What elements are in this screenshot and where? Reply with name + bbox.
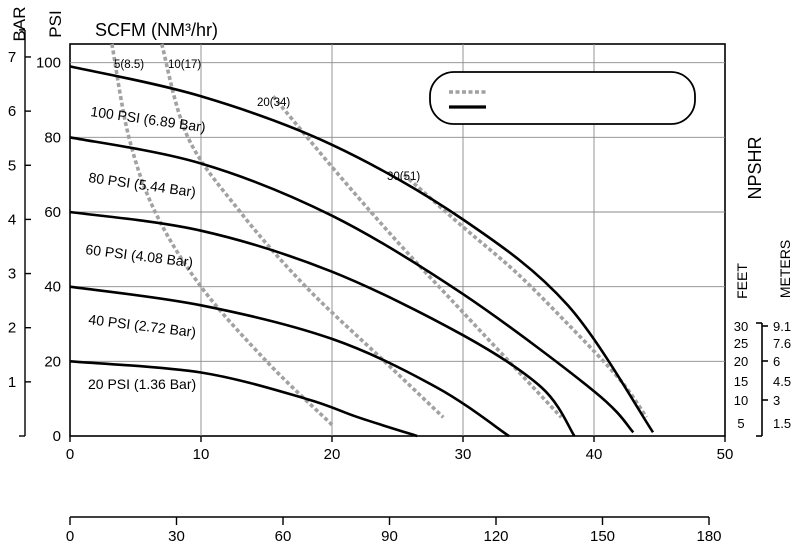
psi-tick-label: 80 (44, 129, 61, 146)
meter-tick-label: 1.5 (773, 416, 791, 431)
psi-tick-label: 0 (53, 428, 61, 445)
secondary-x-tick-label: 120 (483, 528, 508, 545)
x-tick-label: 20 (324, 446, 341, 463)
bar-tick-label: 7 (8, 49, 16, 66)
feet-tick-label: 5 (737, 416, 744, 431)
air-consumption-label: 30(51) (387, 171, 420, 183)
pressure-curve-label: 40 PSI (2.72 Bar) (88, 311, 197, 340)
psi-tick-label: 20 (44, 353, 61, 370)
feet-tick-label: 30 (734, 319, 748, 334)
x-tick-label: 0 (66, 446, 74, 463)
secondary-x-axis: 0 30 60 90 120 150 180 (66, 516, 722, 545)
bar-tick-label: 1 (8, 374, 16, 391)
pressure-curve (69, 360, 418, 438)
legend-box (429, 71, 696, 125)
meter-tick-label: 3 (773, 393, 780, 408)
bar-tick-label: 4 (8, 211, 16, 228)
pressure-curve (69, 210, 576, 437)
bar-axis-label: BAR (10, 7, 29, 42)
feet-tick-label: 25 (734, 336, 748, 351)
bar-tick-label: 2 (8, 320, 16, 337)
air-consumption-label: 20(34) (257, 97, 290, 109)
bar-axis: 1 2 3 4 5 6 7 (8, 29, 31, 437)
secondary-x-tick-label: 150 (590, 528, 615, 545)
secondary-x-tick-label: 30 (168, 528, 185, 545)
secondary-x-tick-label: 180 (696, 528, 721, 545)
bar-tick-label: 5 (8, 157, 16, 174)
x-tick-label: 50 (717, 446, 734, 463)
secondary-x-tick-label: 60 (275, 528, 292, 545)
psi-tick-label: 40 (44, 279, 61, 296)
npshr-axis: 30 25 20 15 10 5 9.1 7.6 6 4.5 3 1.5 (734, 319, 791, 437)
bar-tick-label: 6 (8, 103, 16, 120)
psi-tick-label: 60 (44, 204, 61, 221)
meter-tick-label: 4.5 (773, 374, 791, 389)
pressure-curve-label: 80 PSI (5.44 Bar) (88, 169, 197, 200)
feet-label: FEET (734, 263, 750, 299)
x-tick-label: 10 (193, 446, 210, 463)
meter-tick-label: 6 (773, 354, 780, 369)
curve-labels: 100 PSI (6.89 Bar) 80 PSI (5.44 Bar) 60 PS… (85, 103, 207, 392)
feet-tick-label: 15 (734, 374, 748, 389)
npshr-title: NPSHR (745, 136, 765, 199)
feet-tick-label: 10 (734, 393, 748, 408)
psi-axis-label: PSI (46, 10, 65, 37)
feet-tick-label: 20 (734, 354, 748, 369)
axis-ticks: 0 10 20 30 40 50 0 20 40 60 80 100 (36, 55, 733, 463)
pressure-curve-label: 20 PSI (1.36 Bar) (88, 376, 196, 392)
plot-frame (69, 43, 726, 437)
bar-tick-label: 3 (8, 266, 16, 283)
pressure-curve (69, 285, 510, 438)
secondary-x-tick-label: 0 (66, 528, 74, 545)
psi-tick-label: 100 (36, 55, 61, 72)
scfm-axis-title: SCFM (NM³/hr) (95, 20, 218, 40)
meter-tick-label: 9.1 (773, 319, 791, 334)
x-tick-label: 30 (455, 446, 472, 463)
pressure-curves (69, 65, 655, 438)
secondary-x-tick-label: 90 (381, 528, 398, 545)
air-consumption-curve (402, 173, 648, 419)
air-consumption-label: 10(17) (168, 59, 201, 71)
meters-label: METERS (777, 240, 793, 298)
air-consumption-curve (110, 43, 334, 427)
air-consumption-label: 5(8.5) (114, 59, 144, 71)
x-tick-label: 40 (586, 446, 603, 463)
air-consumption-curve (159, 43, 445, 419)
pressure-curve (69, 65, 655, 434)
meter-tick-label: 7.6 (773, 336, 791, 351)
pressure-curve-label: 60 PSI (4.08 Bar) (85, 241, 194, 270)
pressure-curve (69, 136, 635, 434)
pressure-curve-label: 100 PSI (6.89 Bar) (90, 103, 207, 135)
